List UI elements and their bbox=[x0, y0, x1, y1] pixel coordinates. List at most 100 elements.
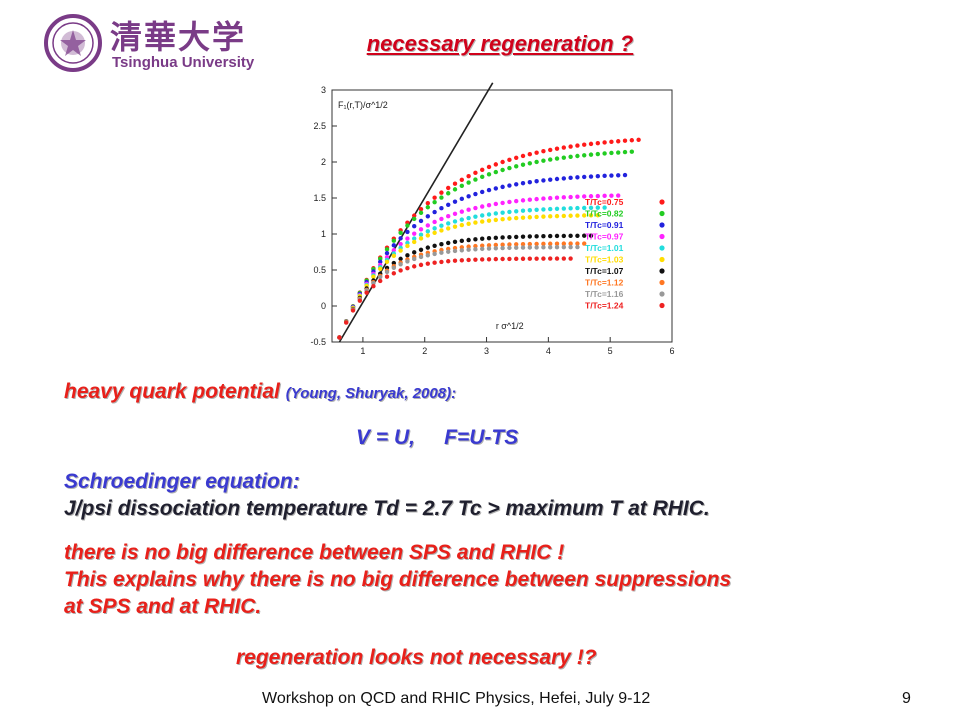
data-point bbox=[432, 209, 437, 215]
legend-label: T/Tc=0.91 bbox=[585, 220, 624, 230]
data-point bbox=[622, 172, 628, 178]
data-point bbox=[425, 261, 431, 266]
data-point bbox=[418, 236, 424, 241]
x-tick-label: 4 bbox=[546, 346, 551, 356]
data-point bbox=[405, 236, 410, 241]
data-point bbox=[609, 139, 614, 145]
data-point bbox=[466, 221, 471, 226]
data-point bbox=[432, 195, 437, 200]
data-point bbox=[520, 245, 526, 250]
data-point bbox=[466, 215, 471, 221]
data-point bbox=[412, 236, 417, 241]
data-point bbox=[507, 216, 512, 221]
data-point bbox=[412, 264, 417, 269]
data-point bbox=[473, 220, 478, 225]
y-tick-label: 2.5 bbox=[313, 121, 326, 131]
data-point bbox=[582, 213, 587, 218]
data-point bbox=[595, 193, 601, 199]
data-point bbox=[350, 308, 356, 313]
data-point bbox=[405, 259, 410, 264]
data-point bbox=[446, 240, 451, 246]
data-point bbox=[602, 193, 607, 199]
data-point bbox=[439, 206, 444, 211]
data-point bbox=[452, 248, 458, 254]
data-point bbox=[405, 266, 410, 271]
data-point bbox=[439, 250, 444, 255]
data-point bbox=[561, 206, 567, 211]
data-point bbox=[480, 204, 485, 209]
data-point bbox=[520, 241, 526, 247]
data-point bbox=[446, 202, 451, 207]
data-point bbox=[446, 249, 451, 254]
data-point bbox=[344, 320, 349, 325]
data-point bbox=[575, 213, 580, 218]
data-point bbox=[480, 243, 485, 248]
x-axis-label: r σ^1/2 bbox=[496, 321, 524, 331]
data-point bbox=[500, 210, 505, 215]
data-point bbox=[507, 242, 512, 247]
data-point bbox=[541, 245, 546, 250]
x-tick-label: 6 bbox=[669, 346, 674, 356]
data-point bbox=[473, 177, 478, 182]
data-point bbox=[486, 212, 492, 217]
data-point bbox=[582, 233, 587, 238]
data-point bbox=[466, 194, 471, 199]
data-point bbox=[480, 174, 485, 180]
data-point bbox=[629, 149, 635, 154]
data-point bbox=[507, 199, 512, 205]
plot-frame bbox=[331, 89, 673, 343]
data-point bbox=[480, 189, 485, 195]
data-point bbox=[595, 151, 601, 157]
data-point bbox=[391, 271, 397, 276]
data-point bbox=[418, 227, 424, 232]
data-point bbox=[412, 239, 417, 245]
data-point bbox=[575, 175, 580, 180]
data-point bbox=[466, 173, 471, 179]
data-point bbox=[398, 236, 403, 241]
data-point bbox=[500, 159, 505, 165]
data-point bbox=[418, 232, 424, 237]
data-point bbox=[507, 256, 512, 262]
tsinghua-seal-icon bbox=[44, 14, 102, 72]
data-point bbox=[418, 206, 424, 212]
data-point bbox=[493, 186, 499, 191]
data-point bbox=[541, 196, 546, 201]
data-point bbox=[378, 278, 383, 284]
legend-marker bbox=[659, 279, 665, 286]
data-point bbox=[405, 223, 410, 228]
slide-title: necessary regeneration ? bbox=[366, 31, 634, 56]
data-point bbox=[616, 150, 621, 155]
data-point bbox=[575, 205, 580, 211]
data-point bbox=[500, 167, 505, 173]
data-point bbox=[561, 155, 567, 160]
data-point bbox=[527, 241, 533, 247]
data-point bbox=[629, 138, 635, 143]
data-point bbox=[561, 241, 567, 246]
data-point bbox=[384, 247, 390, 252]
data-point bbox=[602, 173, 607, 179]
data-point bbox=[500, 245, 505, 251]
data-point bbox=[554, 156, 560, 161]
data-point bbox=[378, 274, 383, 280]
data-point bbox=[520, 215, 526, 220]
data-point bbox=[548, 233, 553, 239]
data-point bbox=[534, 196, 539, 202]
footer-page-number: 9 bbox=[902, 690, 911, 707]
legend-label: T/Tc=1.07 bbox=[585, 266, 624, 276]
data-point bbox=[412, 223, 417, 229]
data-point bbox=[493, 217, 499, 223]
data-point bbox=[439, 242, 444, 247]
data-point bbox=[391, 243, 397, 248]
data-point bbox=[398, 230, 403, 235]
data-point bbox=[582, 142, 587, 147]
data-point bbox=[616, 139, 621, 144]
data-point bbox=[425, 253, 431, 258]
data-point bbox=[459, 183, 465, 189]
data-point bbox=[493, 169, 499, 175]
data-point bbox=[507, 234, 512, 240]
data-point bbox=[493, 242, 499, 248]
data-point bbox=[575, 194, 580, 199]
data-point bbox=[480, 236, 485, 241]
data-point bbox=[568, 144, 573, 149]
data-point bbox=[575, 153, 580, 159]
